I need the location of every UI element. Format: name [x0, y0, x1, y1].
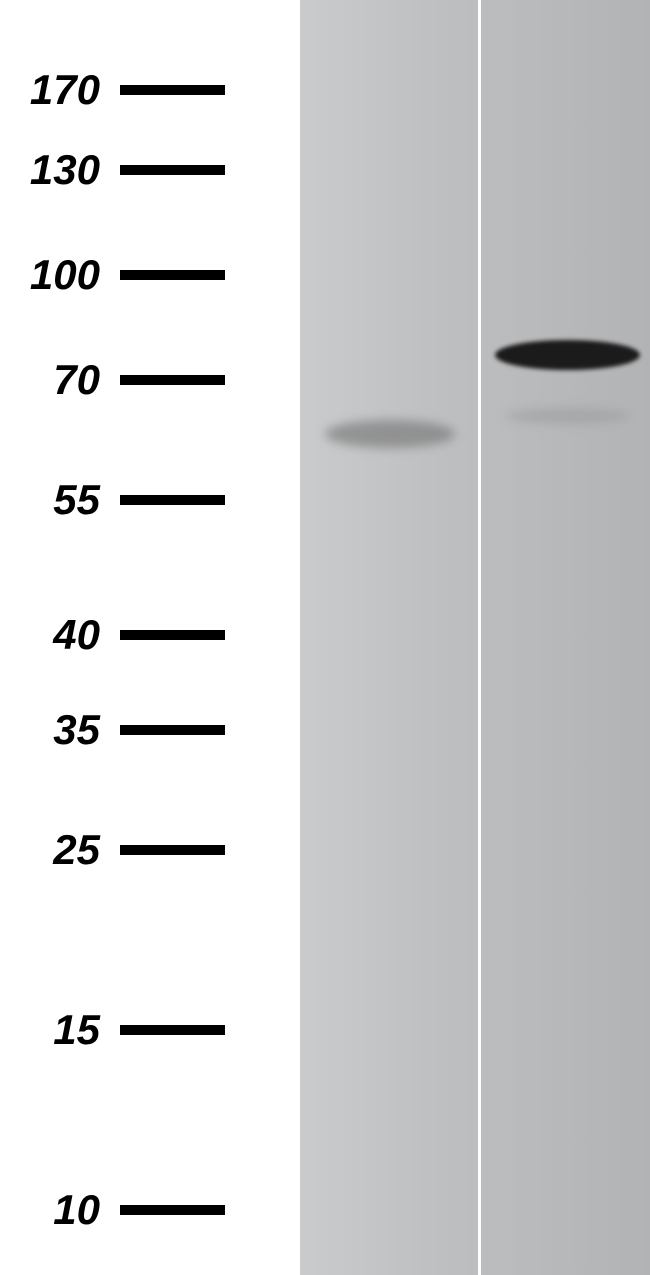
protein-band: [495, 340, 640, 370]
marker-tick: [120, 725, 225, 735]
molecular-weight-ladder: 170 130 100 70 55 40 35 25 15 10: [0, 0, 300, 1275]
marker-label: 170: [0, 66, 120, 114]
protein-band: [505, 408, 630, 424]
marker-label: 15: [0, 1006, 120, 1054]
marker-label: 25: [0, 826, 120, 874]
marker-tick: [120, 375, 225, 385]
marker-row: 70: [0, 360, 260, 400]
marker-tick: [120, 1025, 225, 1035]
marker-label: 35: [0, 706, 120, 754]
protein-band: [325, 420, 455, 448]
marker-row: 55: [0, 480, 260, 520]
marker-row: 25: [0, 830, 260, 870]
marker-row: 15: [0, 1010, 260, 1050]
marker-row: 100: [0, 255, 260, 295]
lane-divider: [478, 0, 481, 1275]
marker-label: 70: [0, 356, 120, 404]
marker-label: 40: [0, 611, 120, 659]
marker-row: 130: [0, 150, 260, 190]
marker-row: 10: [0, 1190, 260, 1230]
marker-tick: [120, 845, 225, 855]
western-blot-figure: 170 130 100 70 55 40 35 25 15 10: [0, 0, 650, 1275]
marker-row: 35: [0, 710, 260, 750]
marker-tick: [120, 165, 225, 175]
marker-label: 100: [0, 251, 120, 299]
marker-label: 130: [0, 146, 120, 194]
marker-label: 10: [0, 1186, 120, 1234]
marker-label: 55: [0, 476, 120, 524]
marker-row: 40: [0, 615, 260, 655]
marker-tick: [120, 85, 225, 95]
blot-membrane: [300, 0, 650, 1275]
marker-row: 170: [0, 70, 260, 110]
marker-tick: [120, 270, 225, 280]
blot-background: [300, 0, 650, 1275]
marker-tick: [120, 1205, 225, 1215]
marker-tick: [120, 495, 225, 505]
marker-tick: [120, 630, 225, 640]
